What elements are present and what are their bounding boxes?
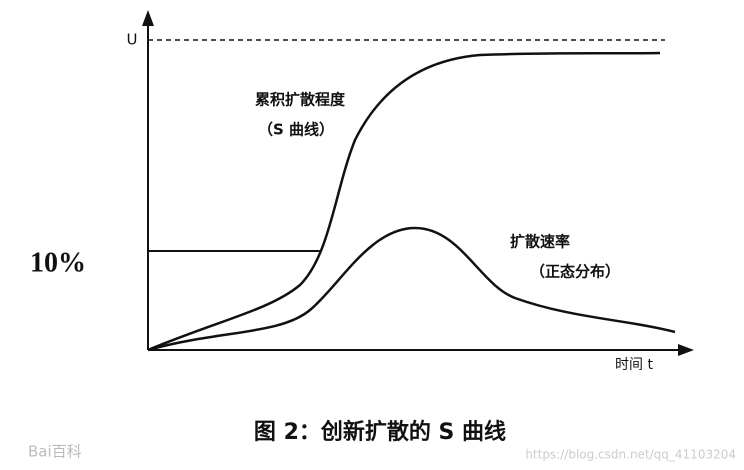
x-axis-arrow	[678, 344, 694, 356]
watermark-logo: Bai百科	[28, 443, 82, 461]
bell-curve-sublabel: （正态分布）	[530, 263, 620, 281]
x-axis-label: 时间 t	[615, 357, 653, 373]
y-axis-arrow	[142, 10, 154, 26]
axes	[147, 22, 682, 352]
watermark-url: https://blog.csdn.net/qq_41103204	[525, 448, 736, 462]
level-label: 10%	[30, 247, 86, 278]
bell-curve	[147, 226, 676, 352]
upper-label: U	[127, 31, 138, 49]
s-curve-sublabel: （S 曲线）	[258, 121, 334, 139]
bell-curve-label: 扩散速率	[510, 233, 570, 251]
s-curve	[147, 51, 661, 352]
caption: 图 2：创新扩散的 S 曲线	[254, 419, 506, 445]
s-curve-label: 累积扩散程度	[255, 91, 346, 109]
